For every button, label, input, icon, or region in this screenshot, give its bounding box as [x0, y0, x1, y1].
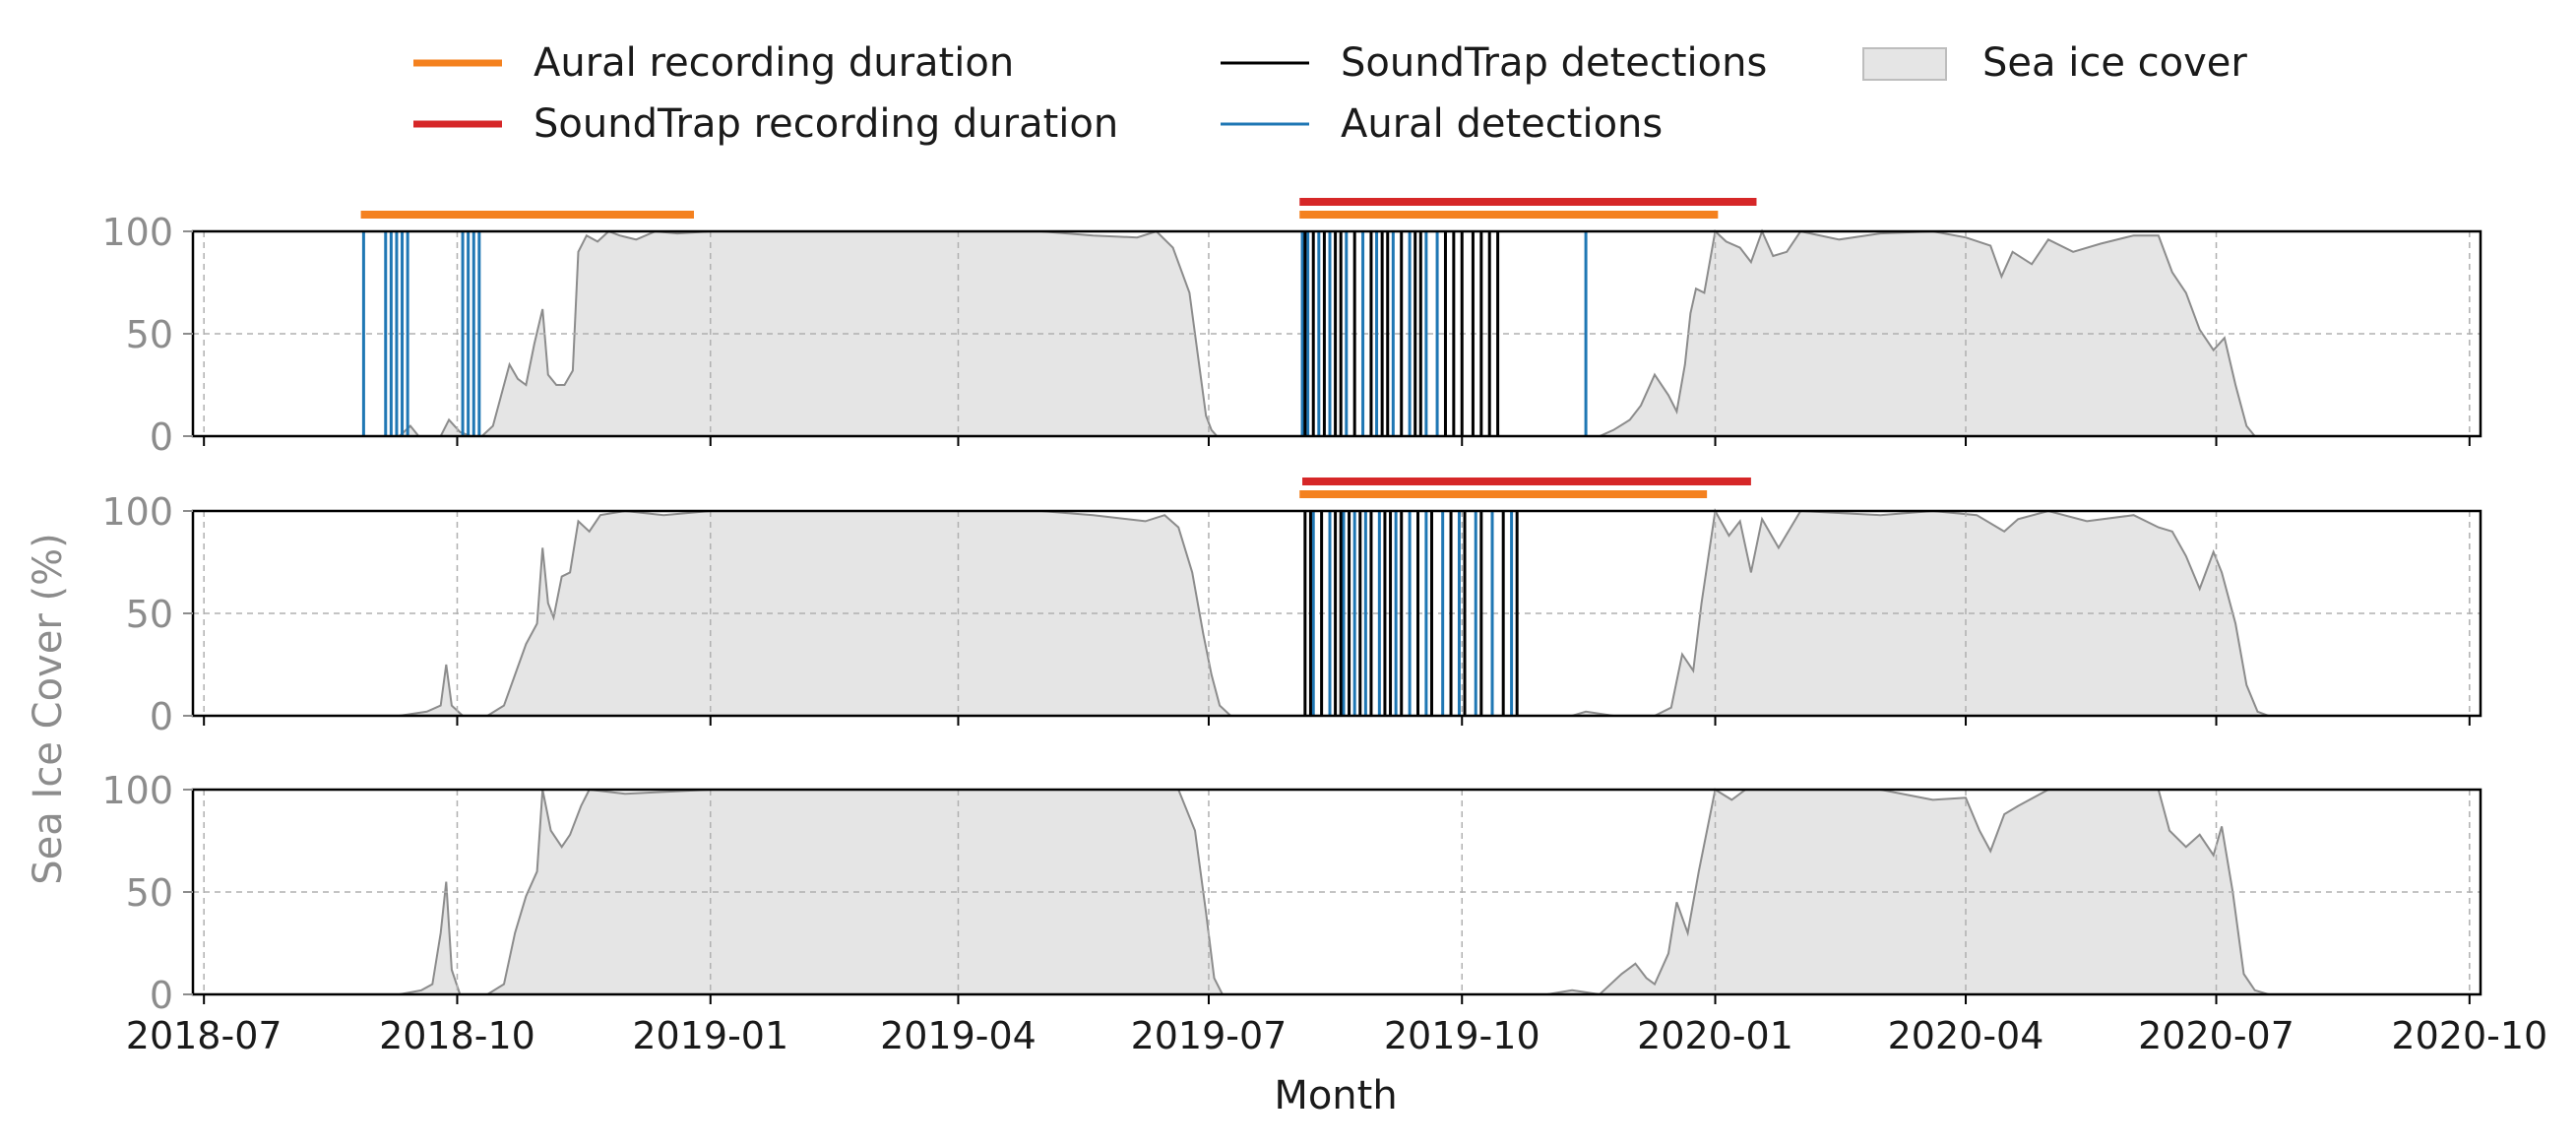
x-tick-label: 2018-07 — [126, 1014, 283, 1057]
sea-ice-area — [193, 790, 2481, 994]
legend-swatch-aural-duration — [413, 33, 502, 93]
legend-item-sea-ice: Sea ice cover — [1862, 33, 2247, 93]
y-tick-label: 0 — [150, 695, 173, 738]
x-tick-label: 2019-04 — [880, 1014, 1037, 1057]
legend-item-aural-duration: Aural recording duration — [413, 33, 1014, 93]
legend-label-sea-ice: Sea ice cover — [1982, 40, 2247, 86]
y-tick-label: 100 — [101, 490, 173, 534]
legend-label-aural-detections: Aural detections — [1341, 101, 1664, 147]
legend-swatch-sea-ice — [1862, 33, 1951, 93]
x-tick-label: 2020-01 — [1637, 1014, 1793, 1057]
legend-label-soundtrap-duration: SoundTrap recording duration — [534, 101, 1119, 147]
legend-item-soundtrap-detections: SoundTrap detections — [1221, 33, 1767, 93]
legend-label-aural-duration: Aural recording duration — [534, 40, 1015, 86]
x-axis-label: Month — [1274, 1073, 1397, 1118]
x-tick-label: 2019-10 — [1384, 1014, 1540, 1057]
legend-label-soundtrap-detections: SoundTrap detections — [1341, 40, 1768, 86]
legend-swatch-aural-detections — [1221, 95, 1309, 154]
y-tick-label: 100 — [101, 211, 173, 254]
y-tick-label: 0 — [150, 974, 173, 1017]
panel-3: 0 50 100 — [101, 769, 2482, 1017]
legend-item-soundtrap-duration: SoundTrap recording duration — [413, 95, 1118, 154]
x-tick-label: 2019-07 — [1131, 1014, 1288, 1057]
y-tick-label: 0 — [150, 415, 173, 459]
x-tick-label: 2020-04 — [1888, 1014, 2044, 1057]
y-tick-label: 100 — [101, 769, 173, 812]
legend: Aural recording duration SoundTrap recor… — [0, 28, 2576, 165]
panel-1: 0 50 100 — [101, 198, 2482, 459]
x-tick-label: 2020-10 — [2391, 1014, 2547, 1057]
sea-ice-area — [193, 511, 2481, 716]
panels: 0 50 100 0 50 100 0 50 100 2018-07 2018-10 2019-01 2… — [101, 198, 2547, 1057]
x-tick-label: 2020-07 — [2138, 1014, 2294, 1057]
x-tick-label: 2019-01 — [632, 1014, 788, 1057]
y-tick-label: 50 — [126, 871, 173, 915]
x-tick-label: 2018-10 — [379, 1014, 535, 1057]
y-tick-label: 50 — [126, 593, 173, 636]
legend-item-aural-detections: Aural detections — [1221, 95, 1663, 154]
panel-2: 0 50 100 — [101, 478, 2482, 738]
legend-swatch-soundtrap-duration — [413, 95, 502, 154]
sea-ice-area — [193, 231, 2481, 436]
y-axis-label: Sea Ice Cover (%) — [26, 533, 71, 884]
legend-swatch-soundtrap-detections — [1221, 33, 1309, 93]
y-tick-label: 50 — [126, 313, 173, 356]
